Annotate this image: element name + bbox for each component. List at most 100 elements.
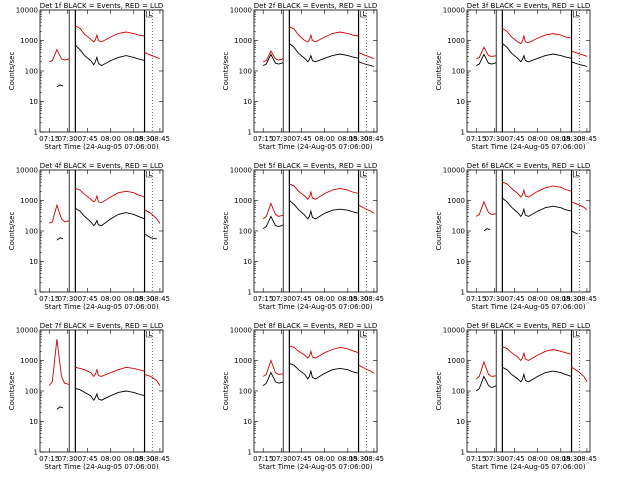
x-tick-label: 07:30 <box>58 135 78 143</box>
legend-bracket <box>146 11 153 18</box>
y-tick-label: 10 <box>243 98 252 106</box>
y-tick-label: 10000 <box>16 7 38 15</box>
series-lld-post <box>144 209 161 224</box>
x-tick-label: 08:45 <box>577 295 597 303</box>
x-tick-label: 08:15 <box>124 295 144 303</box>
y-tick-label: 1000 <box>20 357 38 365</box>
y-tick-label: 1 <box>248 449 252 457</box>
x-tick-label: 08:00 <box>101 455 121 463</box>
x-tick-label: 08:45 <box>150 455 170 463</box>
series-lld-main <box>75 25 145 43</box>
series-lld-main <box>75 187 145 204</box>
y-tick-label: 1 <box>248 129 252 137</box>
y-tick-label: 1 <box>34 129 38 137</box>
y-axis-label: Counts/sec <box>222 212 230 251</box>
legend-mark: L <box>149 330 153 338</box>
legend-bracket <box>573 171 580 178</box>
series-lld-main <box>502 28 572 45</box>
x-tick-label: 08:30 <box>561 455 581 463</box>
series-lld-post <box>144 373 161 386</box>
x-axis-label: Start Time (24-Aug-05 07:06:00) <box>471 143 585 151</box>
chart-title: Det 8f BLACK = Events, RED = LLD <box>254 322 377 330</box>
chart-title: Det 5f BLACK = Events, RED = LLD <box>254 162 377 170</box>
series-events-pre <box>56 84 64 88</box>
x-axis-label: Start Time (24-Aug-05 07:06:00) <box>44 303 158 311</box>
x-axis-label: Start Time (24-Aug-05 07:06:00) <box>258 143 372 151</box>
legend-mark: L <box>576 10 580 18</box>
chart-panel-9: Det 9f BLACK = Events, RED = LLD Counts/s… <box>435 322 597 471</box>
y-tick-label: 1000 <box>20 37 38 45</box>
series-lld-pre <box>475 200 497 217</box>
series-lld-pre <box>263 50 284 63</box>
series-events-main <box>75 388 145 402</box>
x-tick-label: 08:15 <box>551 135 571 143</box>
x-tick-label: 08:30 <box>348 455 368 463</box>
x-tick-label: 07:45 <box>292 455 312 463</box>
x-tick-label: 07:15 <box>253 295 273 303</box>
x-tick-label: 07:15 <box>466 295 486 303</box>
series-lld-post <box>571 366 588 383</box>
legend-mark: L <box>149 170 153 178</box>
series-lld-main <box>289 345 359 359</box>
series-events-pre <box>475 375 497 392</box>
x-tick-label: 08:45 <box>150 135 170 143</box>
legend-bracket <box>360 171 367 178</box>
y-tick-label: 10 <box>456 258 465 266</box>
chart-panel-8: Det 8f BLACK = Events, RED = LLD Counts/s… <box>222 322 384 471</box>
x-axis-label: Start Time (24-Aug-05 07:06:00) <box>471 303 585 311</box>
x-tick-label: 08:30 <box>348 135 368 143</box>
x-tick-label: 07:15 <box>466 135 486 143</box>
x-tick-label: 08:00 <box>528 295 548 303</box>
y-tick-label: 10000 <box>230 7 252 15</box>
y-tick-label: 1 <box>34 449 38 457</box>
chart-title: Det 6f BLACK = Events, RED = LLD <box>467 162 590 170</box>
series-events-main <box>289 200 359 220</box>
x-tick-label: 07:45 <box>292 135 312 143</box>
x-tick-label: 08:45 <box>150 295 170 303</box>
x-tick-label: 07:30 <box>272 455 292 463</box>
x-tick-label: 07:15 <box>39 135 59 143</box>
x-tick-label: 08:45 <box>364 295 384 303</box>
x-tick-label: 08:45 <box>577 135 597 143</box>
x-tick-label: 07:30 <box>485 135 505 143</box>
x-tick-label: 07:15 <box>466 455 486 463</box>
x-tick-label: 07:15 <box>39 455 59 463</box>
y-tick-label: 100 <box>25 388 38 396</box>
chart-panel-4: Det 4f BLACK = Events, RED = LLD Counts/s… <box>8 162 170 311</box>
x-tick-label: 07:45 <box>78 135 98 143</box>
y-tick-label: 1 <box>461 289 465 297</box>
series-lld-pre <box>48 339 70 386</box>
series-events-pre <box>262 215 284 229</box>
y-tick-label: 10000 <box>443 7 465 15</box>
x-tick-label: 08:15 <box>338 455 358 463</box>
y-tick-label: 100 <box>239 388 252 396</box>
series-lld-post <box>144 52 161 60</box>
legend-bracket <box>146 171 153 178</box>
legend-bracket <box>146 331 153 338</box>
y-tick-label: 10 <box>243 418 252 426</box>
x-axis-label: Start Time (24-Aug-05 07:06:00) <box>258 303 372 311</box>
legend-bracket <box>573 11 580 18</box>
x-tick-label: 08:00 <box>101 295 121 303</box>
chart-panel-2: Det 2f BLACK = Events, RED = LLD Counts/s… <box>222 2 384 151</box>
series-lld-main <box>502 346 572 362</box>
series-events-main <box>75 208 145 227</box>
x-tick-label: 08:15 <box>551 295 571 303</box>
series-events-pre <box>56 237 64 241</box>
x-tick-label: 08:00 <box>101 135 121 143</box>
x-tick-label: 08:15 <box>338 295 358 303</box>
chart-title: Det 9f BLACK = Events, RED = LLD <box>467 322 590 330</box>
series-lld-main <box>502 181 572 198</box>
series-events-pre <box>475 53 497 66</box>
x-tick-label: 07:45 <box>78 295 98 303</box>
series-events-pre <box>262 371 284 386</box>
y-tick-label: 1 <box>34 289 38 297</box>
chart-title: Det 3f BLACK = Events, RED = LLD <box>467 2 590 10</box>
y-tick-label: 1000 <box>447 357 465 365</box>
x-tick-label: 07:30 <box>272 295 292 303</box>
series-lld-main <box>75 366 145 378</box>
y-tick-label: 10000 <box>16 167 38 175</box>
x-tick-label: 08:00 <box>528 135 548 143</box>
y-tick-label: 1000 <box>234 37 252 45</box>
y-tick-label: 10000 <box>443 327 465 335</box>
